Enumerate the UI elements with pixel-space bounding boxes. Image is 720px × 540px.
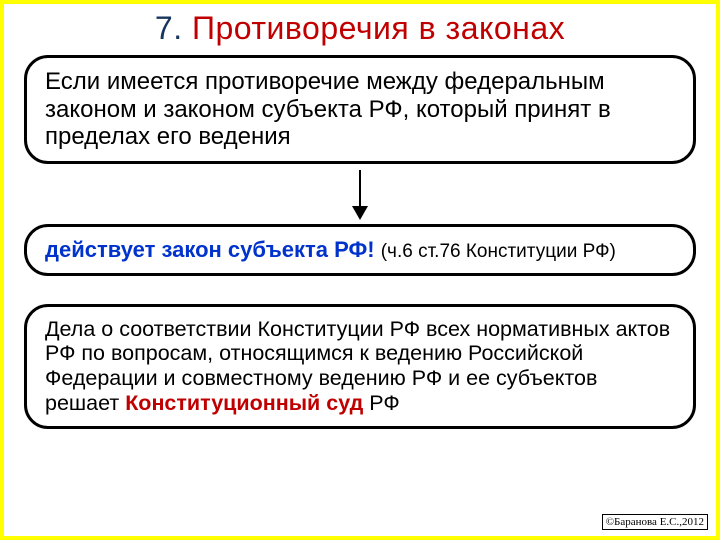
box-conclusion-cite: (ч.6 ст.76 Конституции РФ) [381,241,616,262]
slide-title: 7. Противоречия в законах [14,10,706,47]
box-court: Дела о соответствии Конституции РФ всех … [24,304,696,429]
title-text: Противоречия в законах [192,10,565,46]
box-conclusion-lead: действует закон субъекта РФ! [45,237,375,262]
box-conclusion: действует закон субъекта РФ! (ч.6 ст.76 … [24,224,696,276]
slide: 7. Противоречия в законах Если имеется п… [0,0,720,540]
arrow-down-icon [359,170,361,218]
spacer [14,276,706,304]
box-premise: Если имеется противоречие между федераль… [24,55,696,164]
credit-badge: ©Баранова Е.С.,2012 [602,514,708,530]
arrow-down [14,164,706,224]
box-premise-text: Если имеется противоречие между федераль… [45,68,611,150]
title-number: 7. [155,10,183,46]
box-court-name: Конституционный суд [125,391,363,415]
box-court-text-after: РФ [363,391,399,415]
